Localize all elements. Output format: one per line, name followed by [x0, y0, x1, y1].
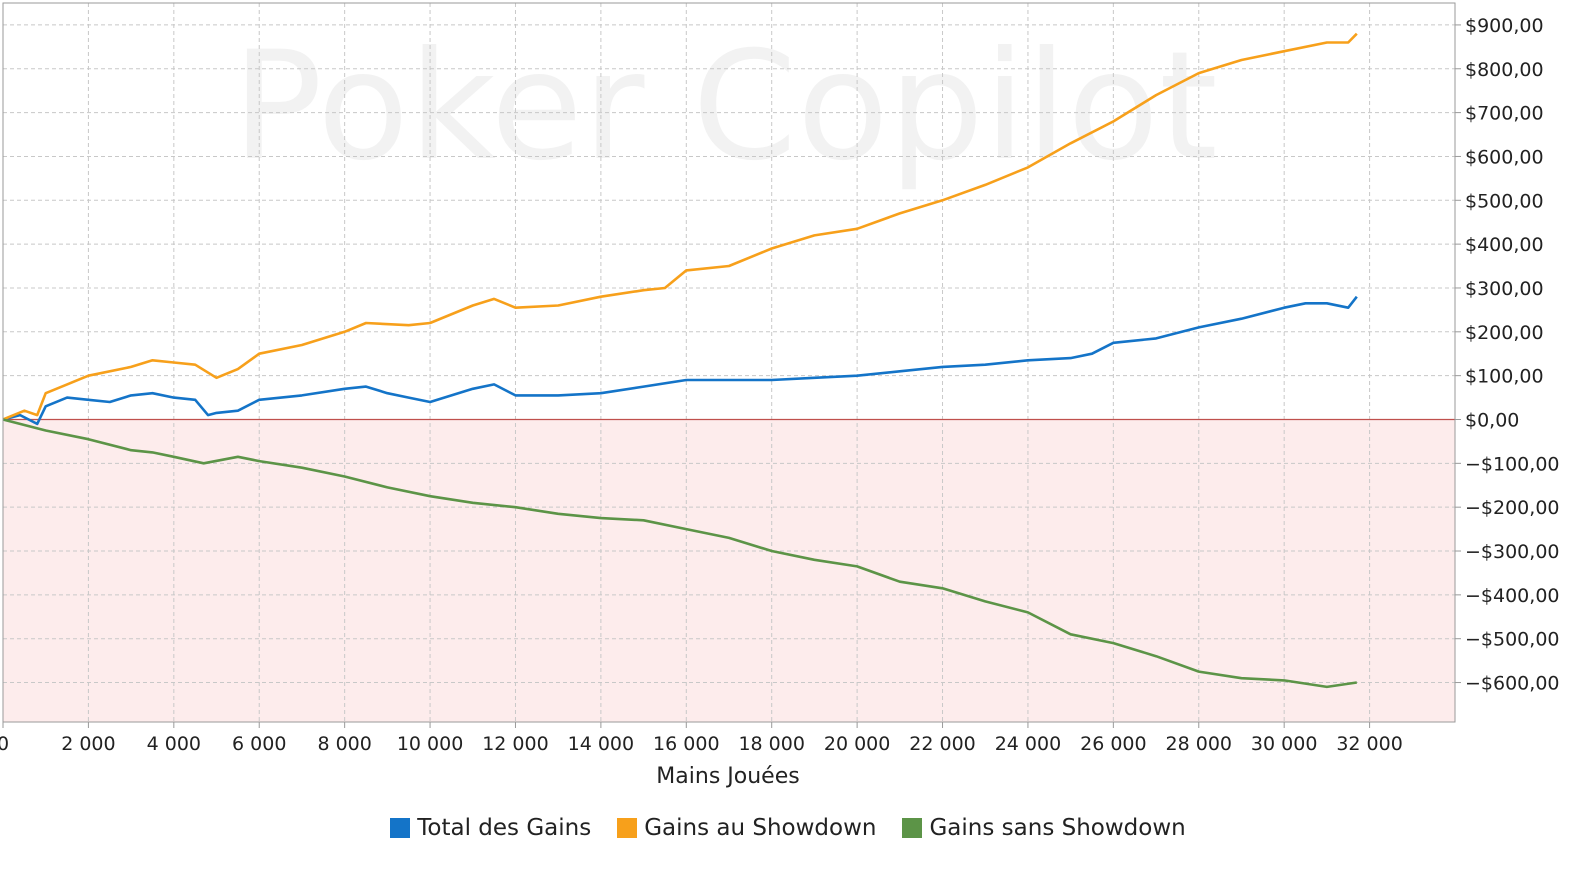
legend-label: Gains sans Showdown	[929, 815, 1186, 841]
y-tick-label: $500,00	[1465, 190, 1544, 212]
legend-label: Gains au Showdown	[644, 815, 877, 841]
y-tick-label: −$300,00	[1465, 541, 1560, 563]
legend-item: Gains sans Showdown	[902, 815, 1186, 841]
negative-region-fill	[3, 419, 1455, 722]
legend-label: Total des Gains	[417, 815, 592, 841]
x-tick-label: 8 000	[317, 733, 371, 755]
y-tick-label: $400,00	[1465, 234, 1544, 256]
x-tick-label: 12 000	[482, 733, 548, 755]
x-tick-label: 22 000	[909, 733, 975, 755]
x-tick-label: 18 000	[738, 733, 804, 755]
plot-border	[2, 2, 1456, 723]
negative-region	[3, 419, 1455, 722]
legend-swatch	[617, 818, 638, 838]
x-tick-label: 30 000	[1251, 733, 1317, 755]
y-tick-label: −$200,00	[1465, 497, 1560, 519]
x-tick-label: 4 000	[147, 733, 201, 755]
series-lines	[2, 32, 1358, 689]
x-tick-label: 10 000	[397, 733, 463, 755]
y-tick-label: $900,00	[1465, 15, 1544, 37]
y-tick-label: $600,00	[1465, 146, 1544, 168]
x-tick-label: 16 000	[653, 733, 719, 755]
y-tick-label: −$500,00	[1465, 629, 1560, 651]
y-tick-label: $300,00	[1465, 278, 1544, 300]
watermark-text: Poker Copilot	[232, 20, 1218, 194]
y-tick-label: −$600,00	[1465, 673, 1560, 695]
series-line	[2, 418, 1357, 689]
legend-item: Gains au Showdown	[617, 815, 876, 841]
x-tick-label: 26 000	[1080, 733, 1146, 755]
x-tick-label: 0	[0, 733, 9, 755]
x-tick-label: 20 000	[824, 733, 890, 755]
x-axis-label: Mains Jouées	[656, 764, 799, 789]
y-tick-label: $100,00	[1465, 366, 1544, 388]
legend: Total des Gains Gains au Showdown Gains sa…	[0, 815, 1576, 841]
y-tick-label: $800,00	[1465, 59, 1544, 81]
y-tick-label: $200,00	[1465, 322, 1544, 344]
x-tick-label: 14 000	[568, 733, 634, 755]
y-axis: $900,00 $800,00 $700,00 $600,00 $500,00 $400,…	[1455, 15, 1560, 695]
y-tick-label: −$400,00	[1465, 585, 1560, 607]
y-tick-label: $0,00	[1465, 409, 1519, 431]
y-tick-label: $700,00	[1465, 103, 1544, 125]
legend-swatch	[902, 818, 923, 838]
y-tick-label: −$100,00	[1465, 453, 1560, 475]
x-tick-label: 6 000	[232, 733, 286, 755]
series-line	[2, 295, 1358, 426]
legend-swatch	[390, 818, 411, 838]
x-tick-label: 2 000	[61, 733, 115, 755]
legend-item: Total des Gains	[390, 815, 591, 841]
series-line	[2, 32, 1358, 421]
x-tick-label: 24 000	[995, 733, 1061, 755]
x-tick-label: 32 000	[1336, 733, 1402, 755]
x-axis: 0 2 000 4 000 6 000 8 000 10 000 12 000 14 000 1…	[0, 722, 1403, 755]
x-tick-label: 28 000	[1166, 733, 1232, 755]
